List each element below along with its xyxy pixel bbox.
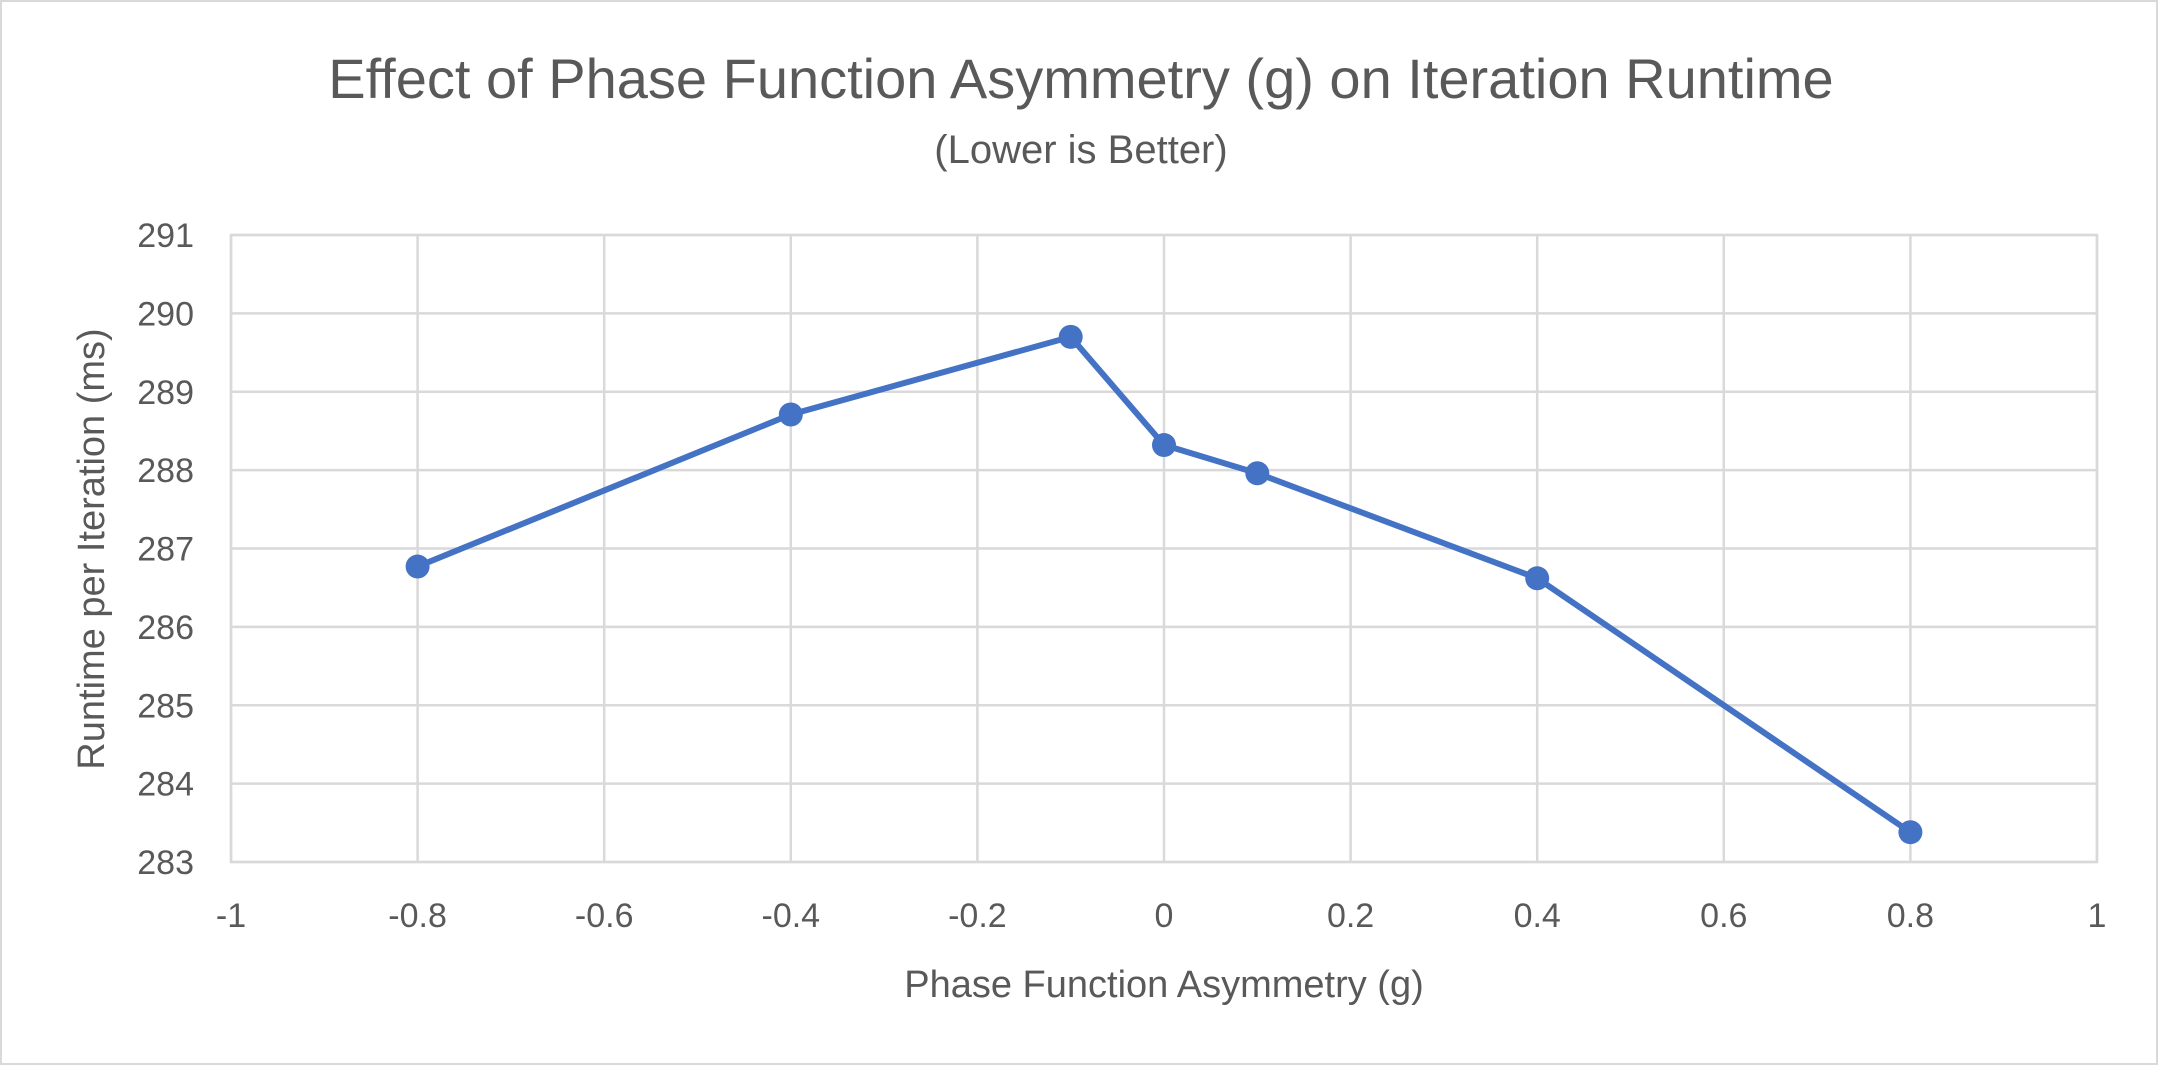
x-tick-label: -0.8: [388, 897, 447, 935]
x-tick-label: 1: [2088, 897, 2107, 935]
data-point: [1898, 820, 1923, 845]
chart-title: Effect of Phase Function Asymmetry (g) o…: [328, 47, 1833, 110]
data-point: [1525, 566, 1550, 591]
series-layer: [405, 324, 1923, 845]
y-tick-label: 286: [137, 609, 194, 647]
plot-area-border: [229, 233, 2099, 864]
y-tick-label: 288: [137, 452, 194, 490]
y-tick-label: 285: [137, 687, 194, 725]
y-tick-label: 287: [137, 531, 194, 569]
y-tick-label: 291: [137, 217, 194, 255]
data-point: [1058, 324, 1083, 349]
y-tick-label: 283: [137, 844, 194, 882]
x-tick-label: 0.8: [1887, 897, 1934, 935]
x-tick-label: 0.2: [1327, 897, 1374, 935]
x-tick-label: 0.6: [1700, 897, 1747, 935]
x-tick-label: 0: [1155, 897, 1174, 935]
data-point: [778, 402, 803, 427]
x-tick-label: -0.2: [948, 897, 1007, 935]
y-axis-title: Runtime per Iteration (ms): [71, 328, 113, 769]
x-tick-label: -0.6: [575, 897, 634, 935]
x-tick-label: 0.4: [1514, 897, 1561, 935]
y-tick-labels: 283 284 285 286 287 288 289 290 291: [137, 217, 194, 882]
y-tick-label: 289: [137, 374, 194, 412]
chart-subtitle: (Lower is Better): [934, 128, 1227, 172]
data-point: [405, 554, 430, 579]
x-tick-label: -1: [216, 897, 246, 935]
x-axis-title: Phase Function Asymmetry (g): [904, 964, 1424, 1006]
y-tick-label: 284: [137, 766, 194, 804]
data-point: [1152, 433, 1176, 458]
data-point: [1245, 461, 1270, 486]
y-tick-label: 290: [137, 295, 194, 333]
x-tick-labels: -1 -0.8 -0.6 -0.4 -0.2 0 0.2 0.4 0.6 0.8 1: [216, 897, 2107, 935]
x-tick-label: -0.4: [762, 897, 821, 935]
